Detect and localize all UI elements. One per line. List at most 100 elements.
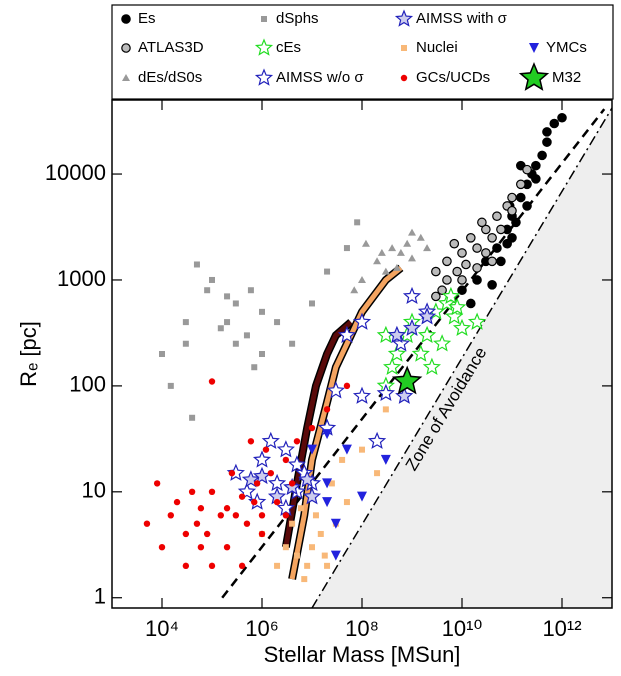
point [324,268,331,275]
legend-label: GCs/UCDs [416,69,490,86]
point [282,512,290,519]
point [208,562,216,570]
point [402,318,422,336]
point [203,530,211,538]
point [289,520,296,527]
point [251,364,258,371]
point [341,444,352,455]
point [217,512,225,519]
point [457,248,467,258]
plot-area [143,107,612,608]
point [461,259,471,270]
legend-marker [400,74,408,82]
point [373,257,382,265]
point [312,512,319,519]
point [262,446,270,453]
point [276,498,295,516]
x-axis-label: Stellar Mass [MSun] [264,642,461,667]
point [357,491,367,502]
point [358,275,366,283]
point [232,340,239,347]
point [396,248,405,256]
point [287,455,307,473]
point [159,351,165,357]
point [189,414,196,421]
point [487,280,497,290]
legend-marker [261,16,267,22]
point [507,192,517,203]
point [167,512,175,519]
point [431,291,441,302]
point [217,325,224,332]
point [288,480,296,487]
point [301,576,308,583]
legend-marker [518,62,550,91]
point [377,248,386,256]
point [258,512,266,519]
legend-label: cEs [276,39,301,56]
point [193,261,200,268]
y-tick-label: 10 [82,478,106,503]
point [253,480,261,487]
point [381,267,390,275]
dashed-line [221,108,606,599]
legend-label: Es [138,10,156,27]
point [408,254,416,262]
y-tick-label: 1 [94,584,106,609]
point [511,217,521,228]
point [188,488,196,496]
point [208,488,216,496]
point [549,118,560,129]
point [304,562,311,569]
point [392,263,401,271]
point [238,493,246,500]
point [182,530,190,538]
point [259,308,265,315]
point [251,498,258,506]
x-tick-label: 10⁶ [245,616,279,641]
point [298,470,317,488]
point [143,520,151,527]
point [477,217,487,228]
legend-marker [254,68,274,86]
zone-shade [312,108,612,608]
point [492,243,502,253]
point [502,238,512,249]
point [243,520,251,527]
point [283,477,302,496]
legend-label: Nuclei [416,39,458,56]
point [472,243,482,253]
point [531,160,541,171]
point [308,424,316,432]
point [516,192,526,203]
point [496,256,506,267]
point [557,112,567,123]
point [297,505,304,512]
point [422,357,441,375]
legend-label: AIMSS w/o σ [276,69,364,86]
point [274,562,281,569]
point [382,406,389,413]
point [423,244,432,252]
point [158,543,166,551]
point [223,505,231,512]
point [380,454,391,465]
point [350,286,359,294]
point [417,307,437,325]
point [388,244,397,252]
point [317,530,324,537]
point [481,248,491,258]
point [282,456,290,464]
point [496,224,506,235]
point [487,256,497,267]
point [361,239,370,247]
point [309,544,315,551]
point [417,325,437,344]
point [359,446,365,453]
point [209,276,215,283]
point [182,562,190,570]
legend-marker [529,43,539,53]
point [228,469,236,477]
point [153,480,161,487]
